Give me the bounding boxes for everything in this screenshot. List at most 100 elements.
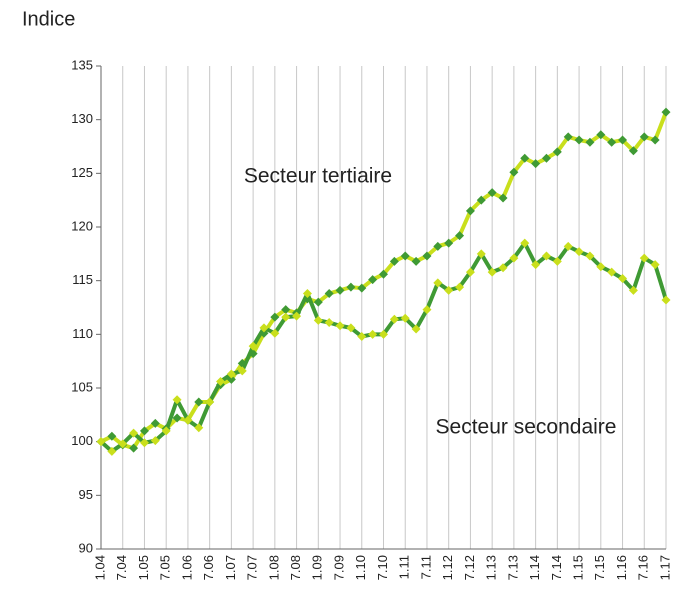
marker — [324, 318, 334, 328]
y-tick-label: 130 — [71, 111, 93, 126]
marker — [444, 285, 454, 295]
marker — [465, 267, 475, 277]
x-tick-label: 1.17 — [657, 555, 672, 580]
marker — [639, 132, 649, 142]
marker — [237, 358, 247, 368]
marker — [563, 241, 573, 251]
marker — [433, 241, 443, 251]
y-tick-label: 125 — [71, 165, 93, 180]
marker — [281, 312, 291, 322]
marker — [476, 195, 486, 205]
marker — [259, 323, 269, 333]
marker — [618, 274, 628, 284]
marker — [259, 328, 269, 338]
x-tick-label: 7.07 — [245, 555, 260, 580]
x-tick-label: 7.14 — [549, 555, 564, 580]
marker — [487, 267, 497, 277]
x-tick-label: 1.04 — [92, 555, 107, 580]
marker — [389, 256, 399, 266]
marker — [596, 130, 606, 140]
marker — [357, 331, 367, 341]
x-tick-label: 7.08 — [288, 555, 303, 580]
marker — [422, 251, 432, 261]
marker — [270, 312, 280, 322]
y-tick-label: 120 — [71, 218, 93, 233]
marker — [194, 423, 204, 433]
x-tick-label: 1.08 — [266, 555, 281, 580]
marker — [346, 323, 356, 333]
x-tick-label: 7.09 — [331, 555, 346, 580]
y-tick-label: 100 — [71, 433, 93, 448]
marker — [107, 431, 117, 441]
marker — [520, 153, 530, 163]
y-tick-label: 110 — [72, 326, 93, 341]
marker — [552, 256, 562, 266]
x-tick-label: 1.14 — [527, 555, 542, 580]
marker — [639, 253, 649, 263]
x-tick-label: 7.16 — [636, 555, 651, 580]
marker — [520, 238, 530, 248]
marker — [183, 415, 193, 425]
marker — [607, 137, 617, 147]
marker — [150, 418, 160, 428]
marker — [574, 247, 584, 257]
marker — [335, 321, 345, 331]
x-tick-label: 7.06 — [201, 555, 216, 580]
marker — [509, 167, 519, 177]
marker — [411, 256, 421, 266]
x-tick-label: 1.09 — [310, 555, 325, 580]
marker — [531, 159, 541, 169]
marker — [205, 397, 215, 407]
x-tick-label: 1.15 — [571, 555, 586, 580]
marker — [302, 289, 312, 299]
marker — [379, 329, 388, 339]
y-tick-label: 105 — [71, 379, 93, 394]
x-tick-label: 1.11 — [397, 555, 412, 579]
x-tick-label: 7.13 — [505, 555, 520, 580]
marker — [563, 132, 573, 142]
marker — [237, 366, 247, 376]
marker — [226, 369, 236, 379]
marker — [313, 315, 323, 325]
marker — [531, 260, 541, 270]
marker — [129, 443, 139, 453]
marker — [455, 282, 465, 292]
marker — [270, 328, 280, 338]
marker — [248, 349, 258, 359]
marker — [498, 193, 508, 203]
marker — [216, 377, 226, 387]
x-tick-label: 7.11 — [418, 555, 433, 579]
marker — [400, 313, 410, 323]
marker — [118, 439, 128, 449]
marker — [541, 153, 551, 163]
marker — [498, 263, 508, 273]
marker — [248, 341, 258, 351]
series-label: Secteur tertiaire — [244, 165, 392, 188]
x-tick-label: 7.05 — [158, 555, 173, 580]
marker — [661, 107, 671, 117]
marker — [357, 283, 367, 293]
marker — [607, 267, 617, 277]
x-tick-label: 1.05 — [136, 555, 151, 580]
marker — [335, 285, 345, 295]
marker — [379, 269, 388, 279]
marker — [433, 278, 443, 288]
marker — [281, 305, 291, 315]
marker — [389, 314, 399, 324]
marker — [509, 253, 519, 263]
x-tick-label: 1.10 — [353, 555, 368, 580]
x-tick-label: 7.04 — [114, 555, 129, 580]
marker — [368, 329, 378, 339]
x-tick-label: 1.16 — [614, 555, 629, 580]
chart-title: Indice — [22, 8, 75, 30]
x-tick-label: 7.15 — [592, 555, 607, 580]
marker — [139, 438, 149, 448]
marker — [346, 282, 356, 292]
marker — [541, 251, 551, 261]
marker — [172, 395, 182, 405]
marker — [302, 294, 312, 304]
marker — [226, 374, 236, 384]
marker — [585, 251, 595, 261]
x-tick-label: 1.06 — [179, 555, 194, 580]
